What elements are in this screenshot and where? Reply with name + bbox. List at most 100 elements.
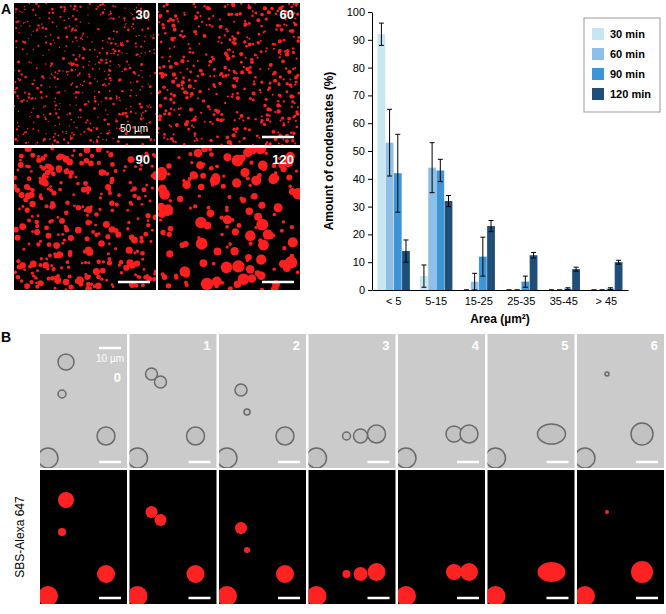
condensate xyxy=(226,264,232,270)
condensate xyxy=(140,70,142,72)
condensate xyxy=(42,174,47,179)
error-bar-cap xyxy=(430,142,435,143)
condensate xyxy=(127,221,130,224)
condensate xyxy=(208,148,212,151)
condensate xyxy=(112,48,114,50)
condensate xyxy=(105,234,110,239)
condensate xyxy=(278,143,280,145)
condensate xyxy=(288,3,290,5)
condensate xyxy=(173,109,175,111)
condensate xyxy=(47,276,51,280)
condensate xyxy=(59,16,61,18)
condensate xyxy=(181,80,185,84)
tick: 5-15 xyxy=(425,290,447,307)
condensate xyxy=(35,281,38,284)
condensate xyxy=(72,54,74,56)
droplet xyxy=(244,547,250,553)
condensate xyxy=(31,34,32,35)
condensate xyxy=(220,233,224,237)
micrograph: 3050 µm xyxy=(13,2,156,146)
condensate xyxy=(202,99,205,102)
droplet xyxy=(130,586,148,604)
droplet xyxy=(398,448,416,468)
condensate xyxy=(65,200,70,205)
condensate xyxy=(22,205,25,208)
condensate xyxy=(273,71,277,75)
condensate xyxy=(67,142,69,144)
tick-label: 70 xyxy=(353,89,365,101)
droplet xyxy=(58,354,74,370)
condensate xyxy=(76,40,77,41)
error-bar-cap xyxy=(472,273,477,274)
condensate xyxy=(24,283,30,289)
error-bar-cap xyxy=(608,287,613,288)
condensate xyxy=(173,133,175,135)
condensate xyxy=(209,152,214,157)
condensate xyxy=(89,61,90,62)
error-bar-cap xyxy=(600,290,605,291)
droplet xyxy=(354,429,368,443)
condensate xyxy=(14,105,15,107)
tick-mark xyxy=(368,290,372,291)
condensate xyxy=(116,127,118,129)
condensate xyxy=(118,16,120,18)
condensate xyxy=(65,36,68,39)
condensate xyxy=(151,186,154,189)
condensate xyxy=(213,68,216,71)
error-bar xyxy=(379,23,384,45)
condensate xyxy=(252,43,255,46)
condensate xyxy=(266,113,269,116)
condensate xyxy=(89,76,91,78)
condensate xyxy=(19,223,26,230)
condensate xyxy=(54,125,56,127)
error-bar-cap xyxy=(531,252,536,253)
condensate xyxy=(232,93,234,95)
condensate xyxy=(36,115,39,118)
condensate xyxy=(240,3,242,5)
condensate xyxy=(55,86,57,88)
error-bar-stem xyxy=(432,143,433,193)
error-bar-cap xyxy=(464,290,469,291)
condensate xyxy=(110,152,113,155)
condensates xyxy=(14,3,156,145)
condensate xyxy=(105,279,108,282)
condensate xyxy=(175,77,178,80)
condensate xyxy=(178,108,180,110)
condensate xyxy=(218,82,221,85)
error-bar-cap xyxy=(421,287,426,288)
condensate xyxy=(62,131,64,133)
condensate xyxy=(144,52,145,53)
condensate xyxy=(70,69,73,72)
condensate xyxy=(32,128,34,130)
condensate xyxy=(294,102,296,104)
condensate xyxy=(87,128,90,131)
condensate xyxy=(219,216,223,220)
condensate xyxy=(76,182,80,186)
condensate xyxy=(105,109,107,111)
condensate xyxy=(75,227,82,234)
error-bar xyxy=(515,290,520,291)
condensate xyxy=(251,193,258,200)
droplet xyxy=(605,510,609,514)
scale-bar xyxy=(262,281,294,284)
condensate xyxy=(132,23,134,25)
condensate xyxy=(75,104,76,105)
condensate xyxy=(25,148,32,152)
condensate xyxy=(231,35,233,37)
scale-bar xyxy=(118,136,150,139)
condensate xyxy=(286,24,288,26)
condensate xyxy=(98,91,100,93)
condensate xyxy=(47,242,52,247)
droplet xyxy=(219,586,237,604)
condensate xyxy=(257,173,262,178)
condensate xyxy=(280,28,284,32)
condensate xyxy=(108,242,111,245)
condensate xyxy=(172,140,174,142)
condensate xyxy=(203,281,207,285)
condensate xyxy=(68,18,70,20)
condensate xyxy=(149,85,152,88)
condensate xyxy=(138,75,140,77)
condensate xyxy=(33,122,34,123)
condensate xyxy=(70,5,72,7)
condensate xyxy=(75,176,78,179)
